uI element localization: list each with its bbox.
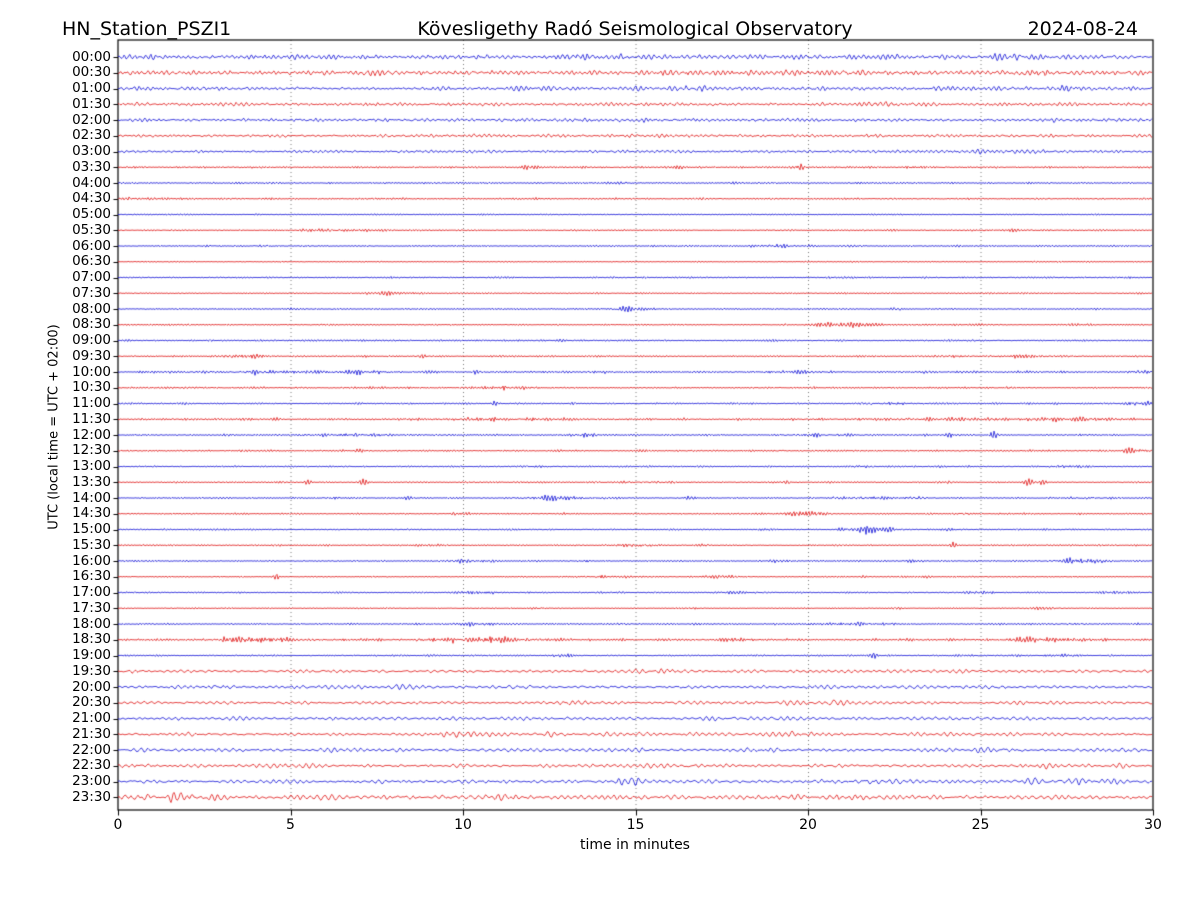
- y-tick-label: 20:00: [72, 678, 111, 695]
- y-tick-label: 05:00: [72, 206, 111, 222]
- y-tick-label: 09:30: [72, 347, 111, 364]
- y-tick-label: 19:00: [72, 647, 111, 663]
- y-tick-label: 22:30: [72, 757, 111, 774]
- y-tick-label: 04:30: [72, 190, 111, 207]
- x-tick-label: 0: [113, 817, 123, 833]
- y-tick-label: 07:00: [72, 269, 111, 285]
- y-tick-label: 19:30: [72, 662, 111, 679]
- y-tick-label: 18:30: [72, 631, 111, 648]
- y-tick-label: 10:00: [72, 363, 111, 380]
- station-title: HN_Station_PSZI1: [62, 18, 232, 40]
- y-tick-label: 21:00: [72, 710, 111, 726]
- x-tick-label: 30: [1144, 817, 1162, 833]
- y-tick-label: 03:00: [72, 143, 111, 159]
- y-tick-label: 23:00: [72, 773, 111, 789]
- y-tick-label: 18:00: [72, 615, 111, 632]
- y-tick-label: 15:00: [72, 521, 111, 537]
- y-tick-label: 12:30: [72, 442, 111, 459]
- y-tick-label: 06:30: [72, 253, 111, 270]
- observatory-title: Kövesligethy Radó Seismological Observat…: [417, 18, 853, 40]
- y-tick-label: 12:00: [72, 426, 111, 443]
- y-tick-label: 15:30: [72, 536, 111, 553]
- y-tick-label: 13:00: [72, 458, 111, 474]
- y-tick-label: 22:00: [72, 741, 111, 758]
- y-tick-label: 11:00: [72, 395, 111, 411]
- date-label: 2024-08-24: [1027, 18, 1138, 40]
- x-axis-label: time in minutes: [580, 837, 690, 853]
- y-tick-label: 20:30: [72, 694, 111, 711]
- y-tick-label: 17:30: [72, 599, 111, 616]
- y-tick-label: 13:30: [72, 473, 111, 490]
- x-tick-label: 25: [971, 817, 990, 833]
- y-tick-label: 01:30: [72, 95, 111, 112]
- y-tick-label: 01:00: [72, 80, 111, 96]
- y-tick-label: 23:30: [72, 788, 111, 805]
- y-tick-label: 09:00: [72, 332, 111, 348]
- y-tick-label: 16:00: [72, 552, 111, 569]
- y-tick-label: 00:30: [72, 64, 111, 81]
- y-tick-label: 17:00: [72, 584, 111, 600]
- y-tick-label: 11:30: [72, 410, 111, 427]
- y-tick-label: 07:30: [72, 284, 111, 301]
- y-tick-label: 08:00: [72, 300, 111, 317]
- y-tick-label: 14:00: [72, 489, 111, 506]
- y-tick-label: 02:30: [72, 127, 111, 144]
- y-tick-label: 03:30: [72, 158, 111, 175]
- y-tick-label: 05:30: [72, 221, 111, 238]
- y-tick-label: 04:00: [72, 174, 111, 191]
- x-tick-label: 15: [626, 817, 645, 833]
- y-tick-label: 00:00: [72, 48, 111, 65]
- x-tick-label: 5: [286, 817, 295, 833]
- y-tick-label: 08:30: [72, 316, 111, 333]
- y-tick-label: 02:00: [72, 111, 111, 128]
- y-tick-label: 16:30: [72, 568, 111, 585]
- y-tick-label: 21:30: [72, 725, 111, 742]
- y-tick-label: 10:30: [72, 379, 111, 396]
- x-tick-label: 10: [454, 817, 472, 833]
- y-tick-label: 06:00: [72, 237, 111, 254]
- y-tick-label: 14:30: [72, 505, 111, 522]
- x-tick-label: 20: [799, 817, 817, 833]
